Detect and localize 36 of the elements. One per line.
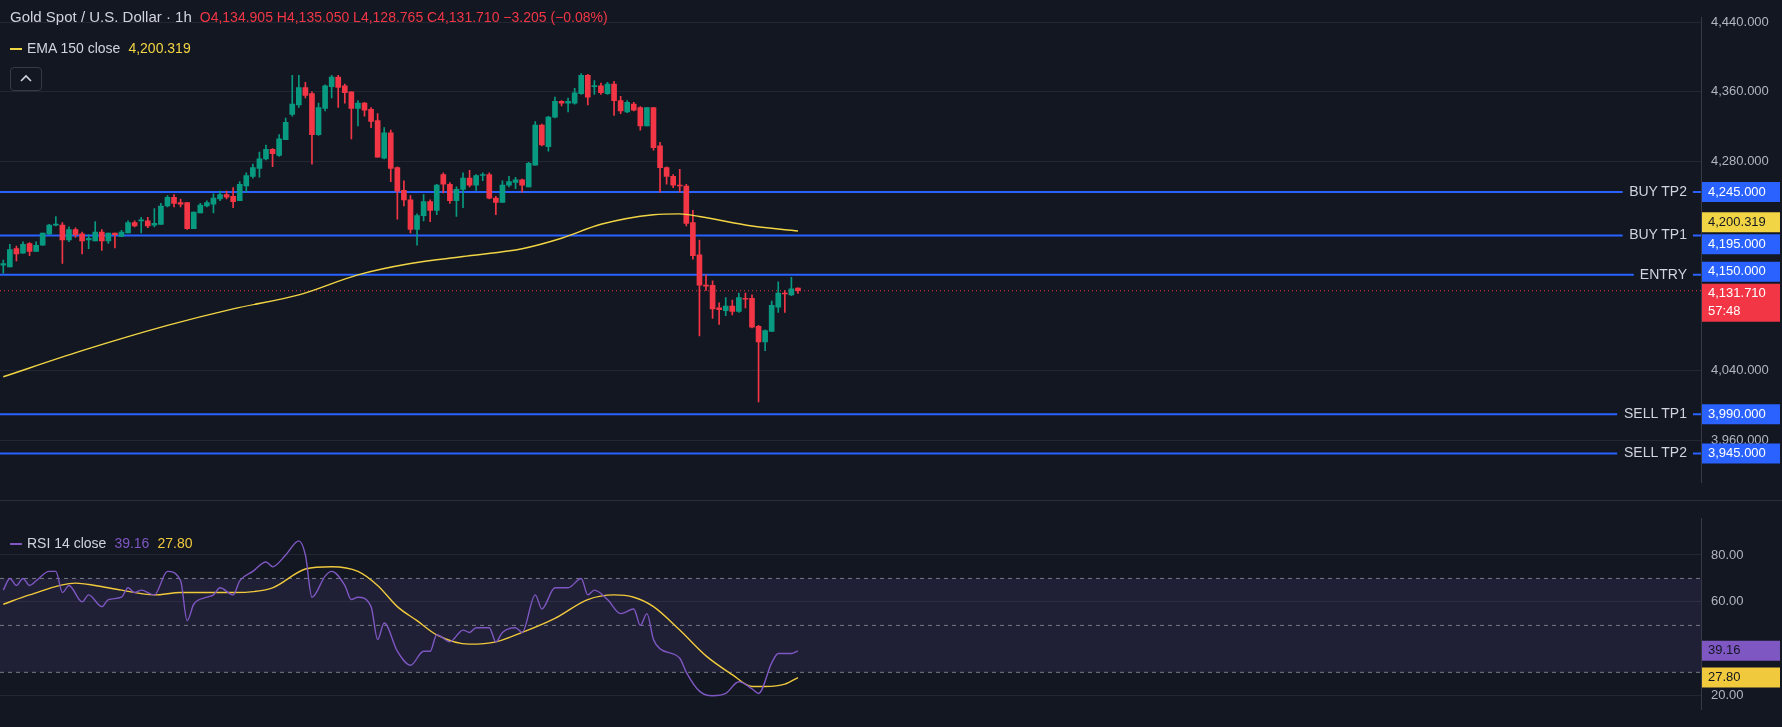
y-tick-label: 4,360.000 [1711, 83, 1769, 99]
text: 3,990.000 [1708, 405, 1766, 421]
y-tick-label: 4,440.000 [1711, 13, 1769, 29]
line-series [2, 565, 799, 688]
ref-line-label: ENTRY [1639, 265, 1688, 282]
y-tick-label: 80.00 [1711, 546, 1744, 562]
y-tick-label: 3,960.000 [1711, 431, 1769, 447]
text: 4,195.000 [1708, 235, 1766, 251]
y-tick-label: 4,280.000 [1711, 153, 1769, 169]
legend-label: RSI 14 close [27, 535, 107, 551]
annotation: 27.80 [157, 535, 193, 551]
legend-label: EMA 150 close [27, 40, 121, 56]
candlestick [493, 196, 499, 216]
ref-line-label: SELL TP1 [1623, 405, 1688, 422]
text: 57:48 [1708, 303, 1741, 319]
text: 4,150.000 [1708, 263, 1766, 279]
annotation: 39.16 [114, 535, 150, 551]
text: 3,945.000 [1708, 445, 1766, 461]
line-series [2, 213, 799, 378]
candlestick [722, 297, 729, 317]
annotation: O4,134.905 H4,135.050 L4,128.765 C4,131.710 −3.205 (−0.08%) [199, 9, 608, 25]
ref-line-label: BUY TP1 [1629, 226, 1688, 243]
candlestick [355, 100, 361, 127]
annotation: 4,200.319 [128, 40, 191, 56]
ref-line-label: SELL TP2 [1623, 444, 1688, 461]
ref-line-label: BUY TP2 [1629, 182, 1688, 199]
y-tick-label: 20.00 [1711, 687, 1744, 703]
y-tick-label: 60.00 [1711, 593, 1744, 609]
text: 4,245.000 [1708, 183, 1766, 199]
text: 27.80 [1708, 669, 1741, 685]
text: 39.16 [1708, 642, 1741, 658]
candlestick [138, 217, 145, 234]
chart-title: Gold Spot / U.S. Dollar · 1h [10, 8, 192, 25]
text: 4,200.319 [1708, 213, 1766, 229]
text: 4,131.710 [1708, 285, 1766, 301]
y-tick-label: 4,040.000 [1711, 362, 1769, 378]
